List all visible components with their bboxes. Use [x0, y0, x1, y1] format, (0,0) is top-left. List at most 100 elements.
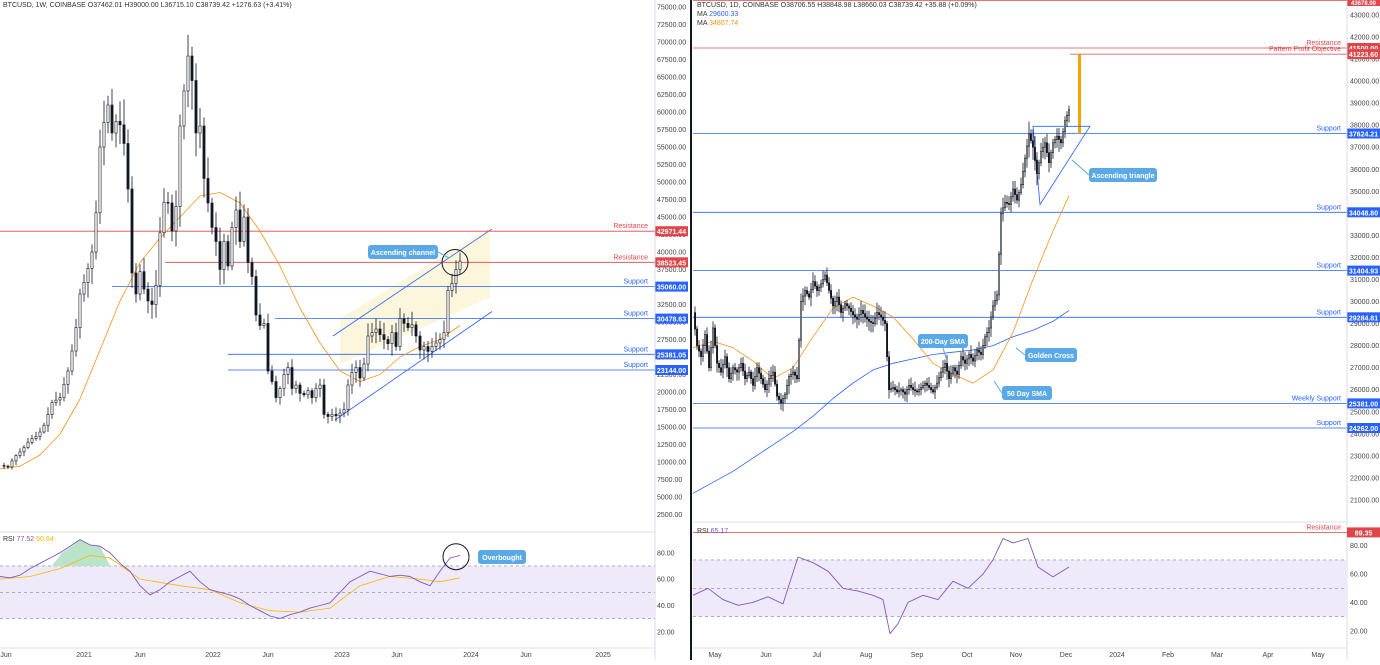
candle-body [30, 438, 34, 443]
candle-body [330, 414, 334, 417]
y-tick-label: 10000.00 [657, 460, 686, 467]
price-tag-text: 42971.44 [657, 229, 686, 236]
x-tick-label: Apr [1263, 652, 1275, 659]
candle-body [832, 297, 835, 307]
candle-body [1032, 140, 1034, 148]
candle [962, 347, 965, 367]
candle [892, 380, 895, 392]
candle [964, 352, 967, 371]
candle-body [812, 281, 815, 290]
callout-ascending-channel: Ascending channel [368, 245, 438, 259]
price-tag-text: 30478.63 [657, 317, 686, 324]
ma-label: MA [697, 20, 708, 27]
candle-body [754, 376, 757, 386]
candle-body [1058, 135, 1060, 140]
candle-body [1056, 135, 1058, 140]
candle [310, 388, 314, 404]
candle-body [322, 384, 326, 415]
candle [370, 323, 374, 343]
candle [954, 364, 957, 379]
candle-body [780, 399, 783, 404]
candle-body [1052, 142, 1054, 154]
candle-body [1036, 160, 1038, 174]
candle [758, 362, 761, 382]
x-tick-label: 2024 [463, 652, 479, 659]
candle-body [66, 370, 70, 385]
candle-body [962, 356, 965, 361]
candle [694, 306, 697, 336]
candle-body [910, 384, 913, 388]
candle-body [130, 188, 134, 274]
level-label: Support [1316, 204, 1341, 211]
price-tag [1347, 312, 1380, 323]
candle [306, 387, 310, 399]
candle [1030, 129, 1032, 144]
candle [346, 379, 350, 416]
candle [788, 373, 791, 395]
candle [886, 320, 889, 362]
y-tick-label: 57500.00 [657, 127, 686, 134]
candle-body [860, 310, 863, 316]
candle [250, 257, 254, 285]
y-tick-label: 27500.00 [657, 337, 686, 344]
candle-body [14, 455, 18, 462]
candle [850, 302, 853, 317]
callout-box [1089, 168, 1157, 182]
candle-body [138, 271, 142, 295]
level-pattern-profit-objective: Pattern Profit Objective 41223.60 [1070, 46, 1380, 60]
candle [1064, 116, 1066, 139]
candle [730, 367, 733, 384]
rsi-label: RSI [3, 536, 15, 543]
y-tick-label: 72500.00 [657, 22, 686, 29]
candle [246, 207, 250, 274]
candle-body [82, 281, 86, 295]
candle [866, 310, 869, 327]
price-tag-text: 35060.00 [657, 285, 686, 292]
candle [1052, 138, 1054, 159]
candle-body [706, 334, 709, 352]
candle-body [926, 382, 929, 386]
level-label: Resistance [1306, 40, 1341, 47]
right-ma50-header: MA 34807.74 [697, 20, 738, 27]
y-tick-label: 25000.00 [1350, 409, 1379, 416]
callout-ascending-triangle: Ascending triangle [1089, 168, 1157, 182]
candle [70, 344, 74, 376]
candle-body [736, 369, 739, 373]
y-tick-label: 38000.00 [1350, 123, 1379, 130]
candle-body [262, 323, 266, 326]
candle-body [1000, 213, 1003, 255]
candle [746, 372, 749, 383]
candle [998, 251, 1001, 301]
level-label: Pattern Profit Objective [1269, 46, 1341, 53]
candle [778, 392, 781, 405]
price-tag-text: 29284.81 [1349, 315, 1378, 322]
top-price-tag-text: 43678.00 [1351, 1, 1377, 7]
candle-body [74, 327, 78, 352]
candle-body [696, 328, 699, 346]
candle [950, 365, 953, 384]
candle [1054, 136, 1056, 149]
candle [710, 340, 713, 371]
candle [772, 364, 775, 382]
callout-pointer [1071, 159, 1090, 176]
y-tick-label: 20000.00 [657, 390, 686, 397]
candle [142, 258, 146, 295]
candle [42, 422, 46, 434]
candle-body [958, 365, 961, 375]
candle-body [358, 367, 362, 379]
price-tag [655, 226, 688, 237]
candle [1046, 134, 1048, 157]
candle [146, 282, 150, 314]
price-tag-text: 34048.80 [1349, 210, 1378, 217]
candle [1050, 149, 1052, 168]
candle [298, 382, 302, 402]
candle [1014, 180, 1017, 204]
candle-body [908, 384, 911, 390]
candle-body [878, 312, 881, 316]
callout-pointer [942, 347, 947, 359]
y-tick-label: 41000.00 [1350, 57, 1379, 64]
candle-body [726, 356, 729, 369]
channel-upper-line [332, 228, 493, 337]
candle-body [198, 125, 202, 134]
